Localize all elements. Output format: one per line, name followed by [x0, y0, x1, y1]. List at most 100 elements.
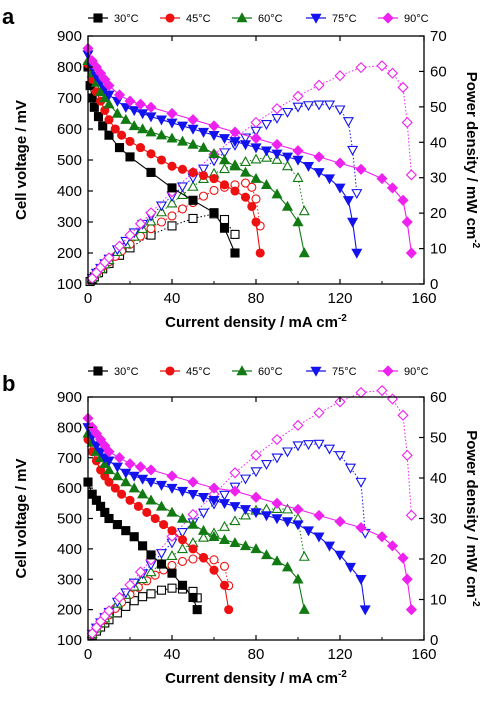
legend-label: 30°C — [114, 13, 139, 25]
voltage-point — [208, 120, 220, 132]
voltage-point — [110, 124, 120, 134]
power-point — [250, 449, 262, 461]
legend-label: 45°C — [186, 13, 211, 25]
voltage-point — [128, 471, 140, 482]
series-75C-voltage — [82, 50, 363, 259]
legend-label: 90°C — [404, 13, 429, 25]
y-tick-label: 700 — [57, 450, 82, 467]
power-curve — [87, 104, 358, 285]
voltage-point — [271, 188, 283, 199]
y-tick-label: 100 — [57, 276, 82, 293]
power-point — [313, 79, 325, 91]
voltage-point — [292, 145, 304, 157]
voltage-point — [219, 180, 230, 190]
x-axis-label: Current density / mA cm-2 — [165, 669, 347, 687]
y-axis-label: Cell voltage / mV — [13, 100, 30, 220]
power-point — [344, 463, 357, 474]
power-curve — [87, 556, 230, 641]
voltage-point — [117, 489, 127, 499]
power-point — [298, 205, 310, 216]
power-point — [155, 201, 168, 212]
voltage-point — [125, 136, 135, 146]
voltage-point — [188, 544, 198, 554]
legend-marker — [382, 365, 394, 377]
power-point — [167, 221, 177, 231]
voltage-point — [166, 483, 178, 494]
voltage-point — [302, 161, 315, 172]
voltage-point — [397, 552, 409, 564]
legend-label: 90°C — [404, 366, 429, 378]
voltage-point — [260, 549, 273, 560]
voltage-point — [405, 604, 417, 616]
voltage-point — [176, 512, 189, 523]
voltage-point — [250, 491, 262, 503]
voltage-point — [187, 518, 199, 529]
power-point — [281, 503, 294, 514]
x-tick-label: 0 — [84, 646, 92, 663]
voltage-point — [271, 138, 283, 151]
voltage-point — [128, 120, 140, 131]
voltage-point — [176, 486, 189, 497]
power-point — [347, 145, 359, 156]
power-point — [187, 180, 199, 191]
legend-label: 75°C — [332, 366, 357, 378]
power-point — [134, 218, 147, 230]
voltage-point — [298, 603, 310, 614]
power-point — [176, 528, 189, 539]
voltage-point — [197, 524, 210, 535]
voltage-point — [129, 532, 139, 542]
voltage-point — [133, 501, 143, 511]
voltage-point — [209, 565, 219, 575]
voltage-point — [187, 114, 199, 126]
voltage-point — [229, 502, 241, 513]
voltage-point — [86, 55, 98, 67]
voltage-point — [167, 161, 177, 171]
power-point — [405, 169, 417, 181]
power-curve — [87, 443, 366, 641]
voltage-point — [155, 129, 168, 140]
power-point — [120, 588, 132, 599]
power-point — [155, 206, 168, 217]
voltage-point — [342, 196, 354, 207]
power-point — [146, 224, 156, 234]
x-tick-label: 160 — [411, 290, 436, 307]
power-point — [313, 439, 325, 450]
voltage-point — [121, 526, 131, 536]
y-tick-label: 600 — [57, 121, 82, 138]
y2-tick-label: 50 — [430, 430, 447, 447]
voltage-point — [247, 201, 257, 212]
power-point — [134, 566, 147, 578]
voltage-point — [166, 107, 178, 120]
series-90C-power — [86, 60, 417, 285]
voltage-point — [376, 531, 388, 543]
voltage-point — [117, 130, 127, 140]
power-point — [302, 101, 315, 112]
x-tick-label: 80 — [248, 290, 265, 307]
y-tick-label: 500 — [57, 152, 82, 169]
voltage-point — [386, 182, 399, 194]
legend-marker — [310, 366, 322, 377]
power-point — [177, 204, 188, 214]
power-point — [334, 105, 346, 116]
power-point — [376, 384, 388, 397]
voltage-point — [292, 503, 304, 515]
voltage-point — [397, 194, 409, 206]
voltage-point — [155, 500, 168, 511]
voltage-point — [323, 541, 336, 552]
voltage-point — [281, 152, 294, 163]
x-tick-label: 80 — [248, 646, 265, 663]
voltage-point — [113, 89, 126, 101]
power-point — [219, 561, 230, 571]
voltage-point — [98, 121, 108, 131]
power-point — [260, 119, 273, 130]
voltage-point — [302, 526, 315, 537]
voltage-point — [239, 505, 252, 516]
power-point — [251, 194, 261, 204]
voltage-point — [145, 126, 157, 137]
voltage-point — [167, 526, 177, 536]
power-point — [188, 213, 198, 224]
legend-marker — [93, 13, 103, 23]
voltage-point — [239, 166, 252, 177]
voltage-point — [146, 167, 156, 177]
